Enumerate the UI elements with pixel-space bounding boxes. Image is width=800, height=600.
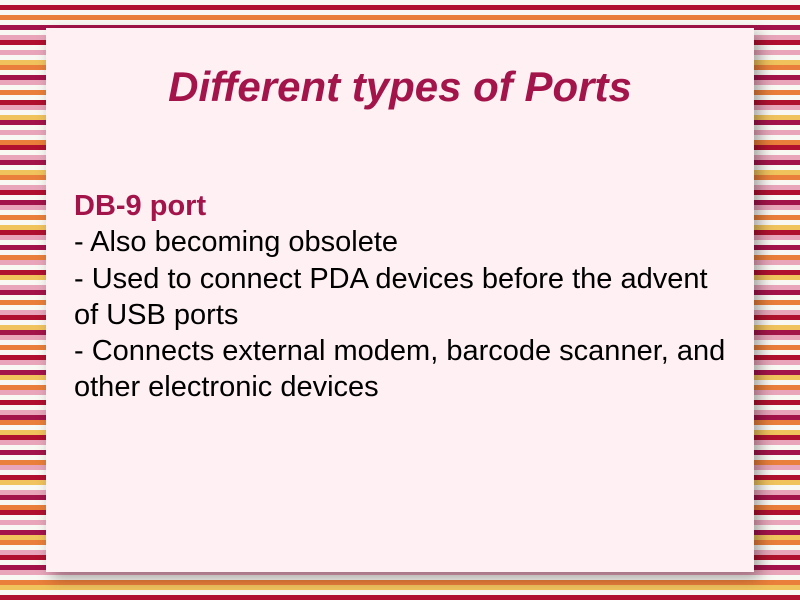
body-subheading: DB-9 port bbox=[74, 190, 206, 222]
slide-content-frame: Different types of Ports DB-9 port - Als… bbox=[46, 28, 754, 572]
body-bullet: - Used to connect PDA devices before the… bbox=[74, 261, 726, 334]
slide-title: Different types of Ports bbox=[74, 64, 726, 110]
background-stripe bbox=[0, 595, 800, 600]
body-bullet: - Also becoming obsolete bbox=[74, 224, 726, 260]
body-bullet: - Connects external modem, barcode scann… bbox=[74, 333, 726, 406]
slide-body: DB-9 port - Also becoming obsolete - Use… bbox=[74, 188, 726, 406]
